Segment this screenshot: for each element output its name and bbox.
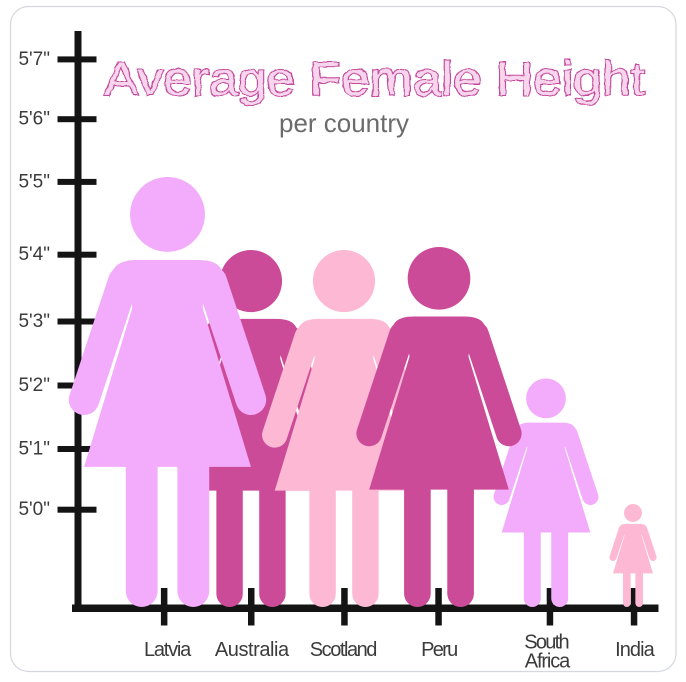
svg-text:Australia: Australia xyxy=(215,639,290,661)
svg-text:5'2": 5'2" xyxy=(18,375,50,396)
svg-text:Peru: Peru xyxy=(421,639,458,661)
svg-text:India: India xyxy=(615,639,655,661)
svg-text:5'3": 5'3" xyxy=(18,311,50,332)
svg-text:Scotland: Scotland xyxy=(310,639,378,661)
svg-text:Average Female Height: Average Female Height xyxy=(104,52,645,105)
svg-text:5'5": 5'5" xyxy=(18,171,50,192)
svg-text:5'1": 5'1" xyxy=(18,439,50,460)
svg-text:5'7": 5'7" xyxy=(18,49,50,70)
svg-text:5'0": 5'0" xyxy=(18,499,50,520)
svg-text:5'4": 5'4" xyxy=(18,244,50,265)
svg-text:Africa: Africa xyxy=(525,651,571,673)
svg-text:5'6": 5'6" xyxy=(18,109,50,130)
svg-text:Latvia: Latvia xyxy=(144,639,192,661)
svg-text:South: South xyxy=(524,632,569,654)
svg-text:per country: per country xyxy=(279,108,409,138)
